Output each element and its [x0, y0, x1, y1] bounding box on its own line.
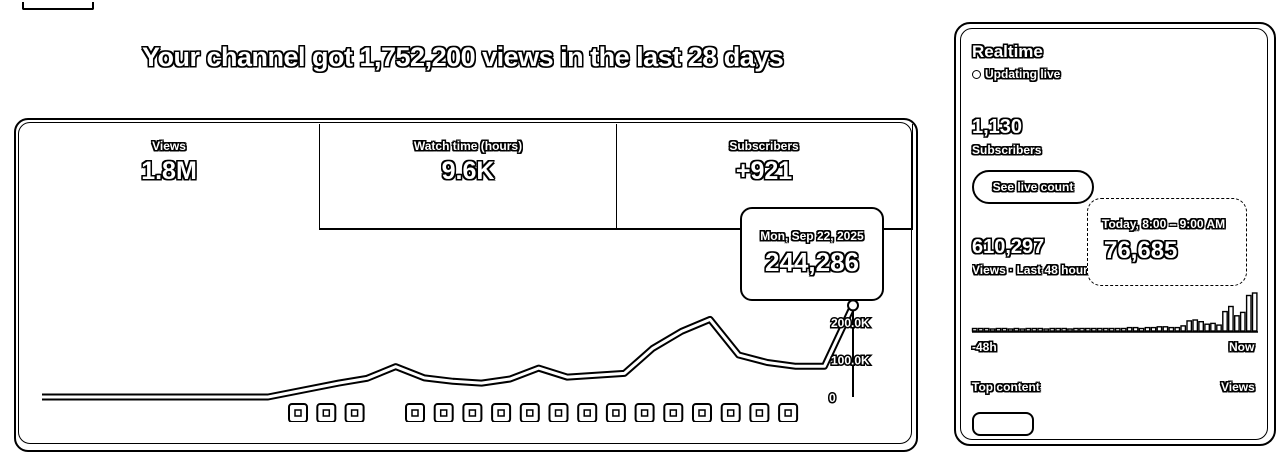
tab-watch-time[interactable]: Watch time (hours) 9.6K: [319, 124, 617, 230]
video-thumbnail-icon: [350, 409, 359, 417]
subscriber-count: 1,130: [972, 116, 1023, 138]
video-thumbnail-icon: [698, 409, 706, 417]
realtime-axis-end: Now: [1229, 340, 1255, 354]
metric-value: +921: [735, 157, 793, 185]
video-thumbnail-icon: [784, 409, 792, 417]
realtime-tooltip-value: 76,685: [1104, 237, 1178, 264]
video-thumbnail-icon: [583, 409, 591, 417]
video-thumbnail-icon: [640, 409, 649, 417]
video-thumbnail-icon: [669, 409, 678, 417]
y-tick-label: 200.0K: [831, 316, 870, 330]
video-thumbnail-icon: [755, 409, 764, 417]
tab-views[interactable]: Views 1.8M: [20, 124, 318, 228]
video-marker[interactable]: [577, 403, 598, 422]
live-dot-icon: [972, 69, 981, 79]
video-marker[interactable]: [634, 403, 655, 422]
video-marker[interactable]: [344, 403, 365, 422]
metric-value: 1.8M: [141, 157, 197, 185]
video-marker[interactable]: [692, 403, 712, 422]
video-marker[interactable]: [778, 403, 799, 422]
chart-tooltip: Mon, Sep 22, 2025 244,286: [740, 207, 884, 301]
y-tick-label: 0: [829, 391, 836, 405]
realtime-axis-start: -48h: [972, 340, 997, 354]
video-thumbnail-icon: [526, 409, 534, 417]
live-status-label: Updating live: [985, 67, 1061, 81]
video-thumbnail-icon: [612, 409, 620, 417]
top-content-label: Top content: [972, 380, 1040, 394]
video-marker[interactable]: [462, 403, 483, 422]
video-marker[interactable]: [749, 403, 770, 422]
video-marker[interactable]: [548, 403, 569, 422]
live-status: Updating live: [972, 67, 1060, 81]
views-48h-value: 610,297: [972, 236, 1045, 258]
video-marker[interactable]: [405, 403, 425, 422]
metric-label: Watch time (hours): [413, 139, 523, 153]
video-thumbnail-icon: [468, 409, 477, 417]
realtime-title: Realtime: [972, 42, 1043, 61]
top-content-item[interactable]: [972, 412, 1034, 436]
data-point-highlight[interactable]: [847, 299, 859, 312]
realtime-tooltip-label: Today, 8:00 – 9:00 AM: [1102, 217, 1226, 231]
views-line-chart: 0 100.0K 200.0K: [42, 299, 872, 422]
video-thumbnail-icon: [554, 409, 563, 417]
y-tick-label: 100.0K: [831, 354, 870, 368]
tooltip-date: Mon, Sep 22, 2025: [760, 229, 864, 243]
video-marker[interactable]: [316, 403, 337, 422]
top-content-metric: Views: [1221, 380, 1255, 394]
views-48h-label: Views · Last 48 hours: [972, 263, 1088, 277]
video-thumbnail-icon: [411, 409, 419, 417]
metric-value: 9.6K: [441, 157, 495, 185]
video-marker[interactable]: [605, 403, 626, 422]
page-headline: Your channel got 1,752,200 views in the …: [142, 42, 784, 72]
realtime-tooltip: Today, 8:00 – 9:00 AM 76,685: [1087, 198, 1247, 286]
video-marker[interactable]: [491, 403, 512, 422]
top-nav-indicator: [22, 2, 94, 10]
views-series-line-core: [42, 304, 855, 399]
video-thumbnail-icon: [322, 409, 331, 417]
video-thumbnail-icon: [439, 409, 448, 417]
video-marker[interactable]: [663, 403, 684, 422]
see-live-count-label: See live count: [992, 180, 1074, 194]
video-marker[interactable]: [433, 403, 454, 422]
tooltip-value: 244,286: [765, 247, 859, 277]
video-marker[interactable]: [720, 403, 741, 422]
video-marker[interactable]: [519, 403, 540, 422]
see-live-count-button[interactable]: See live count: [972, 170, 1094, 204]
video-thumbnail-icon: [726, 409, 735, 417]
video-thumbnail-icon: [294, 409, 302, 417]
metric-label: Views: [152, 139, 186, 153]
metric-label: Subscribers: [729, 139, 799, 153]
subscriber-label: Subscribers: [972, 143, 1042, 157]
video-thumbnail-icon: [497, 409, 505, 417]
video-marker[interactable]: [288, 403, 308, 422]
